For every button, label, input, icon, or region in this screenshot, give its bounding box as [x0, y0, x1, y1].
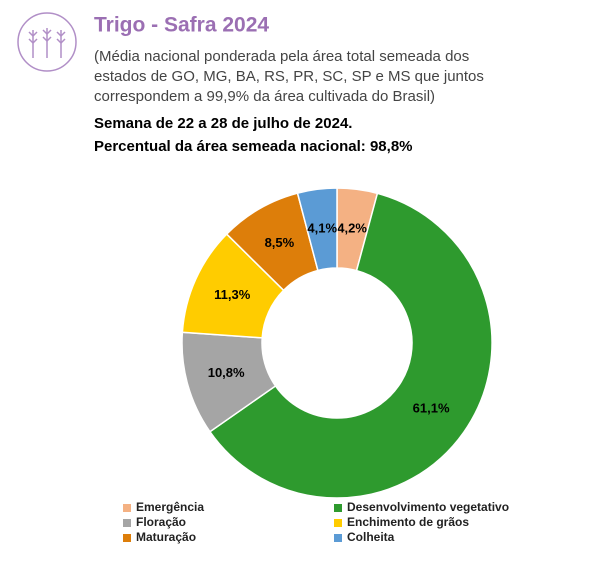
data-label: 61,1%: [413, 401, 450, 416]
legend-label: Enchimento de grãos: [347, 515, 469, 529]
legend-swatch: [123, 519, 131, 527]
legend-swatch: [123, 504, 131, 512]
week: Semana de 22 a 28 de julho de 2024.: [94, 115, 352, 132]
subtitle: estados de GO, MG, BA, RS, PR, SC, SP e …: [94, 68, 484, 85]
legend-swatch: [334, 504, 342, 512]
legend-label: Maturação: [136, 530, 196, 544]
legend-label: Emergência: [136, 500, 204, 514]
chart-title: Trigo - Safra 2024: [94, 14, 269, 37]
data-label: 4,1%: [307, 220, 337, 235]
legend-swatch: [334, 534, 342, 542]
legend-label: Floração: [136, 515, 186, 529]
donut-slice: [208, 192, 493, 499]
data-label: 4,2%: [337, 220, 367, 235]
legend-label: Desenvolvimento vegetativo: [347, 500, 509, 514]
subtitle: (Média nacional ponderada pela área tota…: [94, 48, 469, 65]
subtitle: correspondem a 99,9% da área cultivada d…: [94, 88, 435, 105]
data-label: 10,8%: [208, 365, 245, 380]
legend-swatch: [123, 534, 131, 542]
coverage: Percentual da área semeada nacional: 98,…: [94, 138, 413, 155]
data-label: 8,5%: [265, 235, 295, 250]
legend-label: Colheita: [347, 530, 395, 544]
data-label: 11,3%: [214, 287, 251, 302]
donut-slice: [296, 187, 338, 272]
legend-swatch: [334, 519, 342, 527]
wheat-icon: [17, 12, 77, 72]
